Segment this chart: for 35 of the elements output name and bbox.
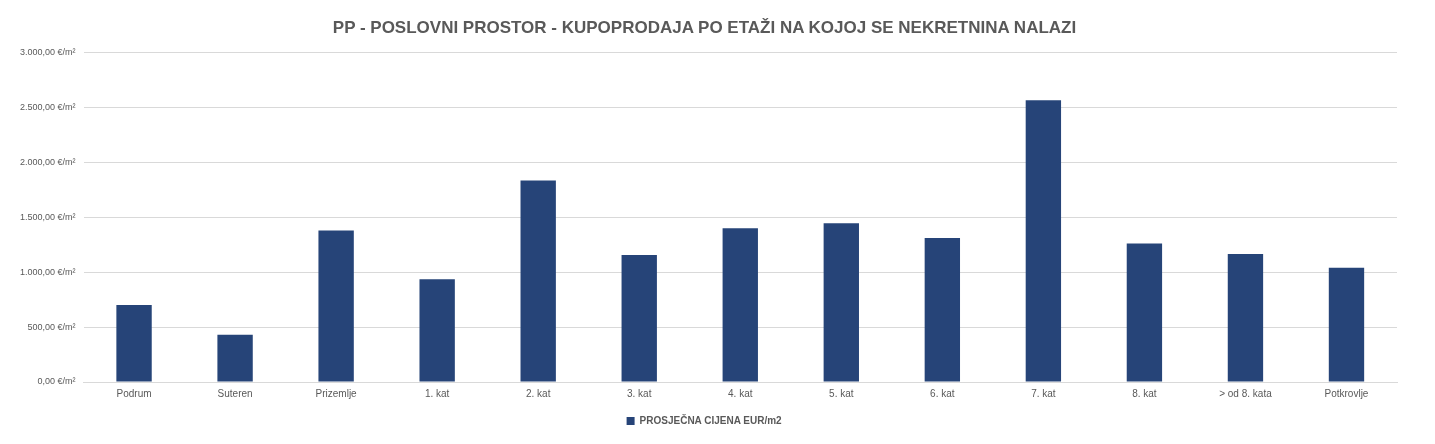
bar: [1025, 100, 1062, 382]
y-tick-label: 2.500,00 €/m²: [19, 101, 76, 112]
legend-label: PROSJEČNA CIJENA EUR/m2: [639, 413, 783, 426]
y-tick-label: 2.000,00 €/m²: [19, 156, 76, 167]
x-tick-label: 3. kat: [627, 387, 652, 399]
bar: [924, 238, 961, 382]
x-tick-label: Prizemlje: [315, 387, 358, 399]
bar: [1126, 243, 1163, 382]
bar: [823, 223, 859, 382]
x-tick-label: 8. kat: [1132, 387, 1157, 399]
bar: [318, 230, 354, 382]
x-tick-label: 7. kat: [1031, 387, 1056, 399]
y-tick-label: 1.500,00 €/m²: [19, 211, 76, 222]
x-tick-label: 6. kat: [930, 387, 955, 399]
bar: [520, 180, 556, 382]
bar: [116, 305, 152, 382]
chart-title: PP - POSLOVNI PROSTOR - KUPOPRODAJA PO ETAŽI NA KOJOJ SE NEKRETNINA NALAZI: [332, 17, 1077, 37]
x-tick-label: 5. kat: [829, 387, 854, 399]
x-tick-label: Suteren: [217, 387, 253, 399]
x-tick-label: 4. kat: [728, 387, 753, 399]
y-tick-label: 3.000,00 €/m²: [19, 46, 76, 57]
y-tick-label: 0,00 €/m²: [37, 376, 76, 387]
bar: [419, 279, 455, 382]
bar: [722, 228, 758, 382]
x-tick-label: > od 8. kata: [1219, 387, 1273, 399]
bar: [217, 334, 253, 382]
x-tick-label: Podrum: [116, 387, 152, 399]
x-tick-label: 2. kat: [525, 387, 551, 399]
x-tick-label: Potkrovlje: [1324, 387, 1369, 399]
x-tick-label: 1. kat: [424, 387, 450, 399]
bar: [1227, 254, 1264, 382]
bar: [1328, 267, 1365, 382]
y-tick-label: 1.000,00 €/m²: [19, 266, 76, 277]
y-tick-label: 500,00 €/m²: [27, 321, 76, 332]
bar: [621, 255, 657, 382]
